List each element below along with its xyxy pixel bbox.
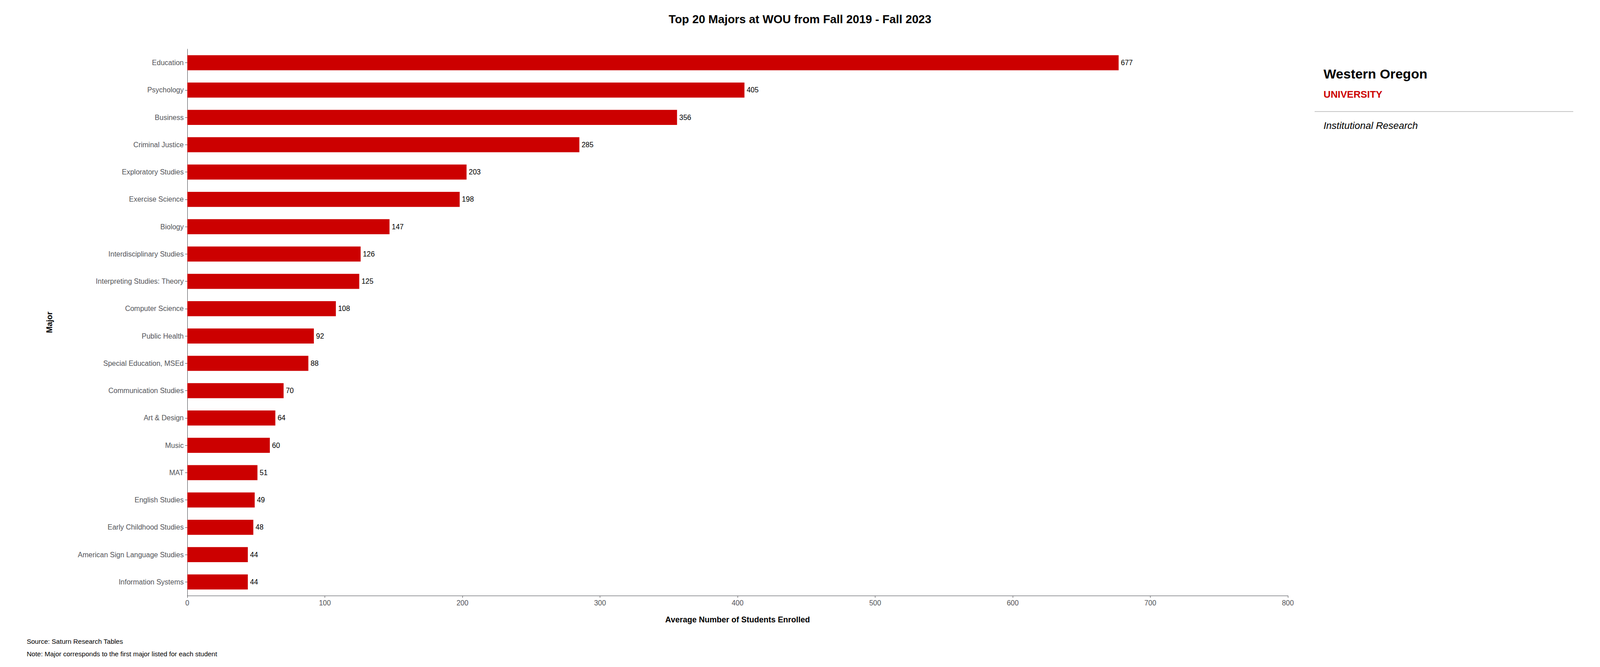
svg-text:70: 70 (285, 386, 294, 395)
svg-text:49: 49 (256, 495, 265, 504)
svg-text:700: 700 (1144, 598, 1157, 607)
svg-text:198: 198 (461, 195, 475, 203)
svg-text:MAT: MAT (169, 468, 184, 477)
svg-text:100: 100 (318, 598, 331, 607)
svg-text:677: 677 (1121, 58, 1134, 67)
svg-text:Institutional Research: Institutional Research (1323, 119, 1419, 132)
svg-text:Criminal Justice: Criminal Justice (133, 140, 184, 149)
svg-text:Computer Science: Computer Science (124, 304, 184, 313)
svg-text:51: 51 (259, 468, 268, 477)
svg-text:Biology: Biology (160, 222, 184, 231)
svg-text:500: 500 (869, 598, 882, 607)
svg-text:Average Number of Students Enr: Average Number of Students Enrolled (665, 614, 810, 624)
svg-text:Public Health: Public Health (141, 332, 184, 340)
svg-text:405: 405 (746, 86, 759, 94)
svg-text:Top 20 Majors at WOU from Fall: Top 20 Majors at WOU from Fall 2019 - Fa… (668, 12, 932, 26)
svg-text:126: 126 (362, 250, 376, 258)
svg-text:Special Education, MSEd: Special Education, MSEd (103, 359, 184, 368)
svg-text:Communication Studies: Communication Studies (108, 386, 184, 395)
svg-text:400: 400 (731, 598, 744, 607)
svg-text:Exploratory Studies: Exploratory Studies (121, 168, 184, 176)
svg-text:Information Systems: Information Systems (118, 577, 184, 586)
svg-text:60: 60 (272, 441, 281, 450)
svg-text:0: 0 (185, 598, 190, 607)
svg-text:600: 600 (1006, 598, 1019, 607)
svg-text:285: 285 (581, 140, 594, 149)
svg-text:88: 88 (310, 359, 319, 368)
svg-text:200: 200 (456, 598, 469, 607)
svg-text:Western Oregon: Western Oregon (1323, 66, 1428, 82)
svg-text:UNIVERSITY: UNIVERSITY (1323, 88, 1383, 100)
svg-text:300: 300 (593, 598, 607, 607)
svg-text:108: 108 (338, 304, 351, 313)
svg-text:Source: Saturn Research Tables: Source: Saturn Research Tables (26, 637, 124, 645)
svg-text:Art & Design: Art & Design (143, 413, 184, 422)
svg-text:Interdisciplinary Studies: Interdisciplinary Studies (108, 250, 184, 258)
svg-text:American Sign Language Studies: American Sign Language Studies (78, 550, 185, 559)
svg-text:203: 203 (468, 168, 481, 176)
svg-text:Education: Education (152, 58, 184, 67)
svg-text:64: 64 (277, 413, 286, 422)
svg-text:Note: Major corresponds to the: Note: Major corresponds to the first maj… (26, 649, 218, 658)
svg-text:125: 125 (361, 277, 374, 285)
svg-text:147: 147 (391, 222, 404, 231)
svg-text:Exercise Science: Exercise Science (128, 195, 184, 203)
svg-text:800: 800 (1282, 598, 1295, 607)
svg-text:Psychology: Psychology (147, 86, 184, 94)
svg-text:44: 44 (250, 550, 259, 559)
svg-text:Interpreting Studies: Theory: Interpreting Studies: Theory (95, 277, 184, 285)
svg-text:356: 356 (679, 113, 692, 122)
svg-text:English Studies: English Studies (134, 495, 184, 504)
svg-text:Music: Music (164, 441, 184, 450)
svg-text:Major: Major (45, 311, 54, 333)
svg-text:Business: Business (154, 113, 184, 122)
svg-text:44: 44 (250, 577, 259, 586)
svg-text:Early Childhood Studies: Early Childhood Studies (107, 523, 184, 531)
svg-text:92: 92 (316, 332, 325, 340)
svg-text:48: 48 (255, 523, 264, 531)
